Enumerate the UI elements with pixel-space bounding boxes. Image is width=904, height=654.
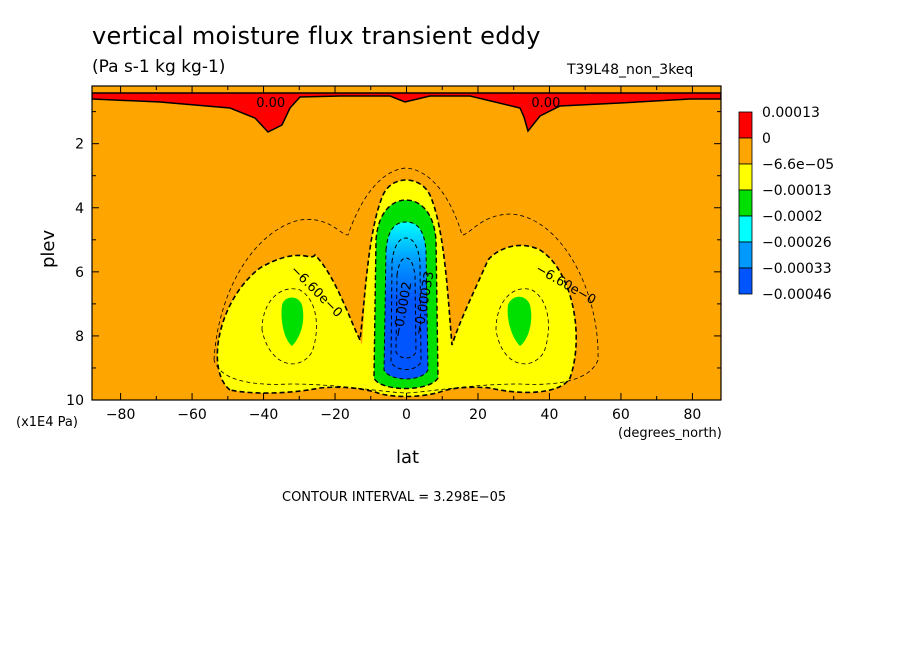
contour-lines <box>213 167 599 398</box>
fill-positive-top <box>92 92 721 133</box>
legend-label: −0.00046 <box>762 287 832 303</box>
legend-label: −0.00013 <box>762 183 832 199</box>
run-id: T39L48_non_3keq <box>567 62 694 78</box>
legend-swatch <box>738 111 753 139</box>
legend-label: −0.00026 <box>762 235 832 251</box>
x-tick-label: −40 <box>249 407 279 423</box>
y-axis: 2 4 6 8 10 <box>66 111 721 409</box>
contour-fills <box>92 86 721 400</box>
x-axis: −80 −60 −40 −20 0 20 40 60 80 <box>106 86 701 423</box>
legend-swatch <box>738 215 753 243</box>
x-tick-label: −80 <box>106 407 136 423</box>
y-tick-label: 2 <box>75 137 84 153</box>
y-axis-unit: (x1E4 Pa) <box>16 415 78 430</box>
x-tick-label: 0 <box>402 407 411 423</box>
contour-outer <box>213 167 599 394</box>
y-tick-label: 4 <box>75 201 84 217</box>
contour-label: 0.00 <box>256 96 285 111</box>
legend-swatch <box>738 163 753 191</box>
contour-interval: CONTOUR INTERVAL = 3.298E−05 <box>282 490 507 505</box>
legend-label: −0.0002 <box>762 209 823 225</box>
x-tick-label: 60 <box>612 407 630 423</box>
x-tick-label: −20 <box>320 407 350 423</box>
contour-core-3 <box>390 237 422 370</box>
x-tick-label: 20 <box>469 407 487 423</box>
chart-title: vertical moisture flux transient eddy <box>92 22 541 50</box>
y-tick-label: 8 <box>75 329 84 345</box>
legend: 0.00013 0 −6.6e−05 −0.00013 −0.0002 −0.00026 −… <box>738 105 834 303</box>
x-tick-label: −60 <box>177 407 207 423</box>
legend-swatch <box>738 189 753 217</box>
fill-green-right <box>507 296 532 346</box>
x-tick-label: 40 <box>541 407 559 423</box>
contour-core-1 <box>373 199 439 390</box>
legend-label: 0.00013 <box>762 105 820 121</box>
x-axis-label: lat <box>396 447 420 468</box>
fill-blue-core <box>384 222 428 379</box>
contour-core-4 <box>395 257 417 359</box>
fill-green-left <box>281 297 304 346</box>
contour-inner-right <box>495 288 549 365</box>
x-axis-unit: (degrees_north) <box>618 426 722 441</box>
y-tick-label: 10 <box>66 393 84 409</box>
chart-units: (Pa s-1 kg kg-1) <box>92 57 226 77</box>
x-tick-label: 80 <box>683 407 701 423</box>
legend-swatch <box>738 241 753 269</box>
contour-label: 0.00 <box>531 96 560 111</box>
legend-label: 0 <box>762 131 771 147</box>
y-tick-label: 6 <box>75 265 84 281</box>
contour-core-2 <box>383 221 429 380</box>
legend-swatch <box>738 137 753 165</box>
legend-label: −6.6e−05 <box>762 157 834 173</box>
legend-label: −0.00033 <box>762 261 832 277</box>
contour-inner-left <box>261 288 317 365</box>
contour-yellow-edge <box>216 179 577 398</box>
legend-swatch <box>738 267 753 295</box>
